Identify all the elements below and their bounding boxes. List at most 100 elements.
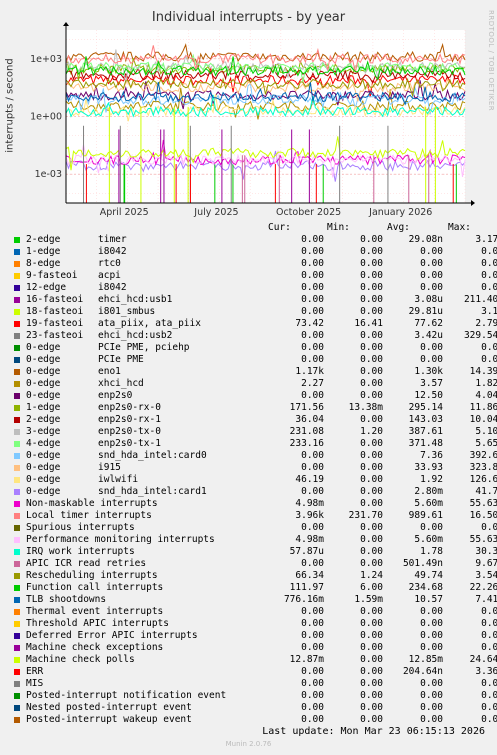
- legend-max: 7.41k: [475, 594, 497, 605]
- legend-swatch: [14, 345, 20, 351]
- col-header-cur: Cur:: [268, 222, 291, 233]
- legend-max: 0.00: [481, 342, 497, 353]
- legend-swatch: [14, 669, 20, 675]
- legend-swatch: [14, 285, 20, 291]
- legend-swatch: [14, 573, 20, 579]
- legend-min: 0.00: [360, 642, 383, 653]
- legend-irq: 18-fasteoi: [26, 306, 84, 317]
- legend-name: Non-maskable interrupts: [26, 498, 158, 509]
- legend-cur: 4.98m: [295, 534, 324, 545]
- legend-device: acpi: [98, 270, 121, 281]
- legend-min: 6.00: [360, 582, 383, 593]
- legend-max: 3.18: [481, 306, 497, 317]
- legend-cur: 12.87m: [289, 654, 324, 665]
- legend-device: ehci_hcd:usb1: [98, 294, 173, 305]
- legend-min: 0.00: [360, 378, 383, 389]
- y-tick-label: 1e-03: [35, 169, 62, 180]
- y-axis-label: interrupts / second: [4, 58, 16, 153]
- legend-max: 2.79k: [475, 318, 497, 329]
- legend-cur: 0.00: [301, 630, 324, 641]
- legend-max: 0.00: [481, 246, 497, 257]
- legend-cur: 0.00: [301, 342, 324, 353]
- legend-max: 22.26k: [469, 582, 497, 593]
- legend-avg: 3.42u: [414, 330, 443, 341]
- legend-max: 30.35: [475, 546, 497, 557]
- legend-cur: 0.00: [301, 462, 324, 473]
- legend-swatch: [14, 393, 20, 399]
- legend-swatch: [14, 549, 20, 555]
- legend-swatch: [14, 333, 20, 339]
- legend-avg: 0.00: [420, 258, 443, 269]
- legend-avg: 0.00: [420, 342, 443, 353]
- series-line: [65, 77, 466, 102]
- legend-swatch: [14, 357, 20, 363]
- series-line: [65, 136, 466, 171]
- legend-cur: 66.34: [295, 570, 324, 581]
- legend-swatch: [14, 273, 20, 279]
- legend-irq: 0-edge: [26, 450, 61, 461]
- legend-name: Nested posted-interrupt event: [26, 702, 192, 713]
- legend-name: Rescheduling interrupts: [26, 570, 158, 581]
- legend-swatch: [14, 465, 20, 471]
- legend-min: 0.00: [360, 234, 383, 245]
- legend-avg: 0.00: [420, 606, 443, 617]
- legend-avg: 0.00: [420, 702, 443, 713]
- legend-max: 9.67m: [475, 558, 497, 569]
- legend-device: enp2s0-tx-1: [98, 438, 161, 449]
- legend-max: 0.00: [481, 606, 497, 617]
- legend-max: 14.39k: [469, 366, 497, 377]
- legend-max: 126.60: [469, 474, 497, 485]
- legend-avg: 1.30k: [414, 366, 443, 377]
- legend-irq: 9-fasteoi: [26, 270, 78, 281]
- legend-avg: 5.60m: [414, 534, 443, 545]
- legend-min: 1.59m: [354, 594, 383, 605]
- legend-min: 0.00: [360, 438, 383, 449]
- legend-min: 0.00: [360, 654, 383, 665]
- legend-min: 0.00: [360, 450, 383, 461]
- legend-avg: 387.61: [408, 426, 443, 437]
- legend-device: enp2s0: [98, 390, 133, 401]
- legend-max: 0.00: [481, 270, 497, 281]
- legend-irq: 19-fasteoi: [26, 318, 84, 329]
- legend-name: IRQ work interrupts: [26, 546, 135, 557]
- legend-swatch: [14, 621, 20, 627]
- legend-device: PCIe PME: [98, 354, 144, 365]
- legend-name: Threshold APIC interrupts: [26, 618, 169, 629]
- legend-swatch: [14, 705, 20, 711]
- legend-swatch: [14, 597, 20, 603]
- legend-device: xhci_hcd: [98, 378, 144, 389]
- legend-avg: 0.00: [420, 522, 443, 533]
- legend-max: 0.00: [481, 690, 497, 701]
- legend-irq: 16-fasteoi: [26, 294, 84, 305]
- col-header-max: Max:: [448, 222, 471, 233]
- legend-avg: 3.57: [420, 378, 443, 389]
- series-line: [65, 139, 466, 166]
- legend-cur: 0.00: [301, 642, 324, 653]
- legend-cur: 4.98m: [295, 498, 324, 509]
- legend-min: 0.00: [360, 714, 383, 725]
- legend-cur: 0.00: [301, 618, 324, 629]
- legend-max: 0.00: [481, 678, 497, 689]
- legend-max: 211.40m: [463, 294, 497, 305]
- legend-swatch: [14, 561, 20, 567]
- legend-avg: 29.08n: [408, 234, 443, 245]
- legend-max: 0.00: [481, 642, 497, 653]
- x-tick-label: April 2025: [100, 207, 149, 218]
- legend-min: 0.00: [360, 702, 383, 713]
- legend-min: 0.00: [360, 522, 383, 533]
- series-line: [65, 83, 466, 115]
- legend-avg: 0.00: [420, 354, 443, 365]
- legend-device: eno1: [98, 366, 121, 377]
- legend-device: i8042: [98, 282, 127, 293]
- legend-min: 0.00: [360, 294, 383, 305]
- legend-swatch: [14, 693, 20, 699]
- legend-max: 329.54m: [463, 330, 497, 341]
- legend-swatch: [14, 609, 20, 615]
- legend-irq: 8-edge: [26, 258, 61, 269]
- legend-min: 0.00: [360, 606, 383, 617]
- x-tick-label: July 2025: [193, 207, 238, 218]
- legend-min: 0.00: [360, 390, 383, 401]
- legend-cur: 171.56: [289, 402, 324, 413]
- legend-irq: 1-edge: [26, 402, 61, 413]
- legend-cur: 36.04: [295, 414, 324, 425]
